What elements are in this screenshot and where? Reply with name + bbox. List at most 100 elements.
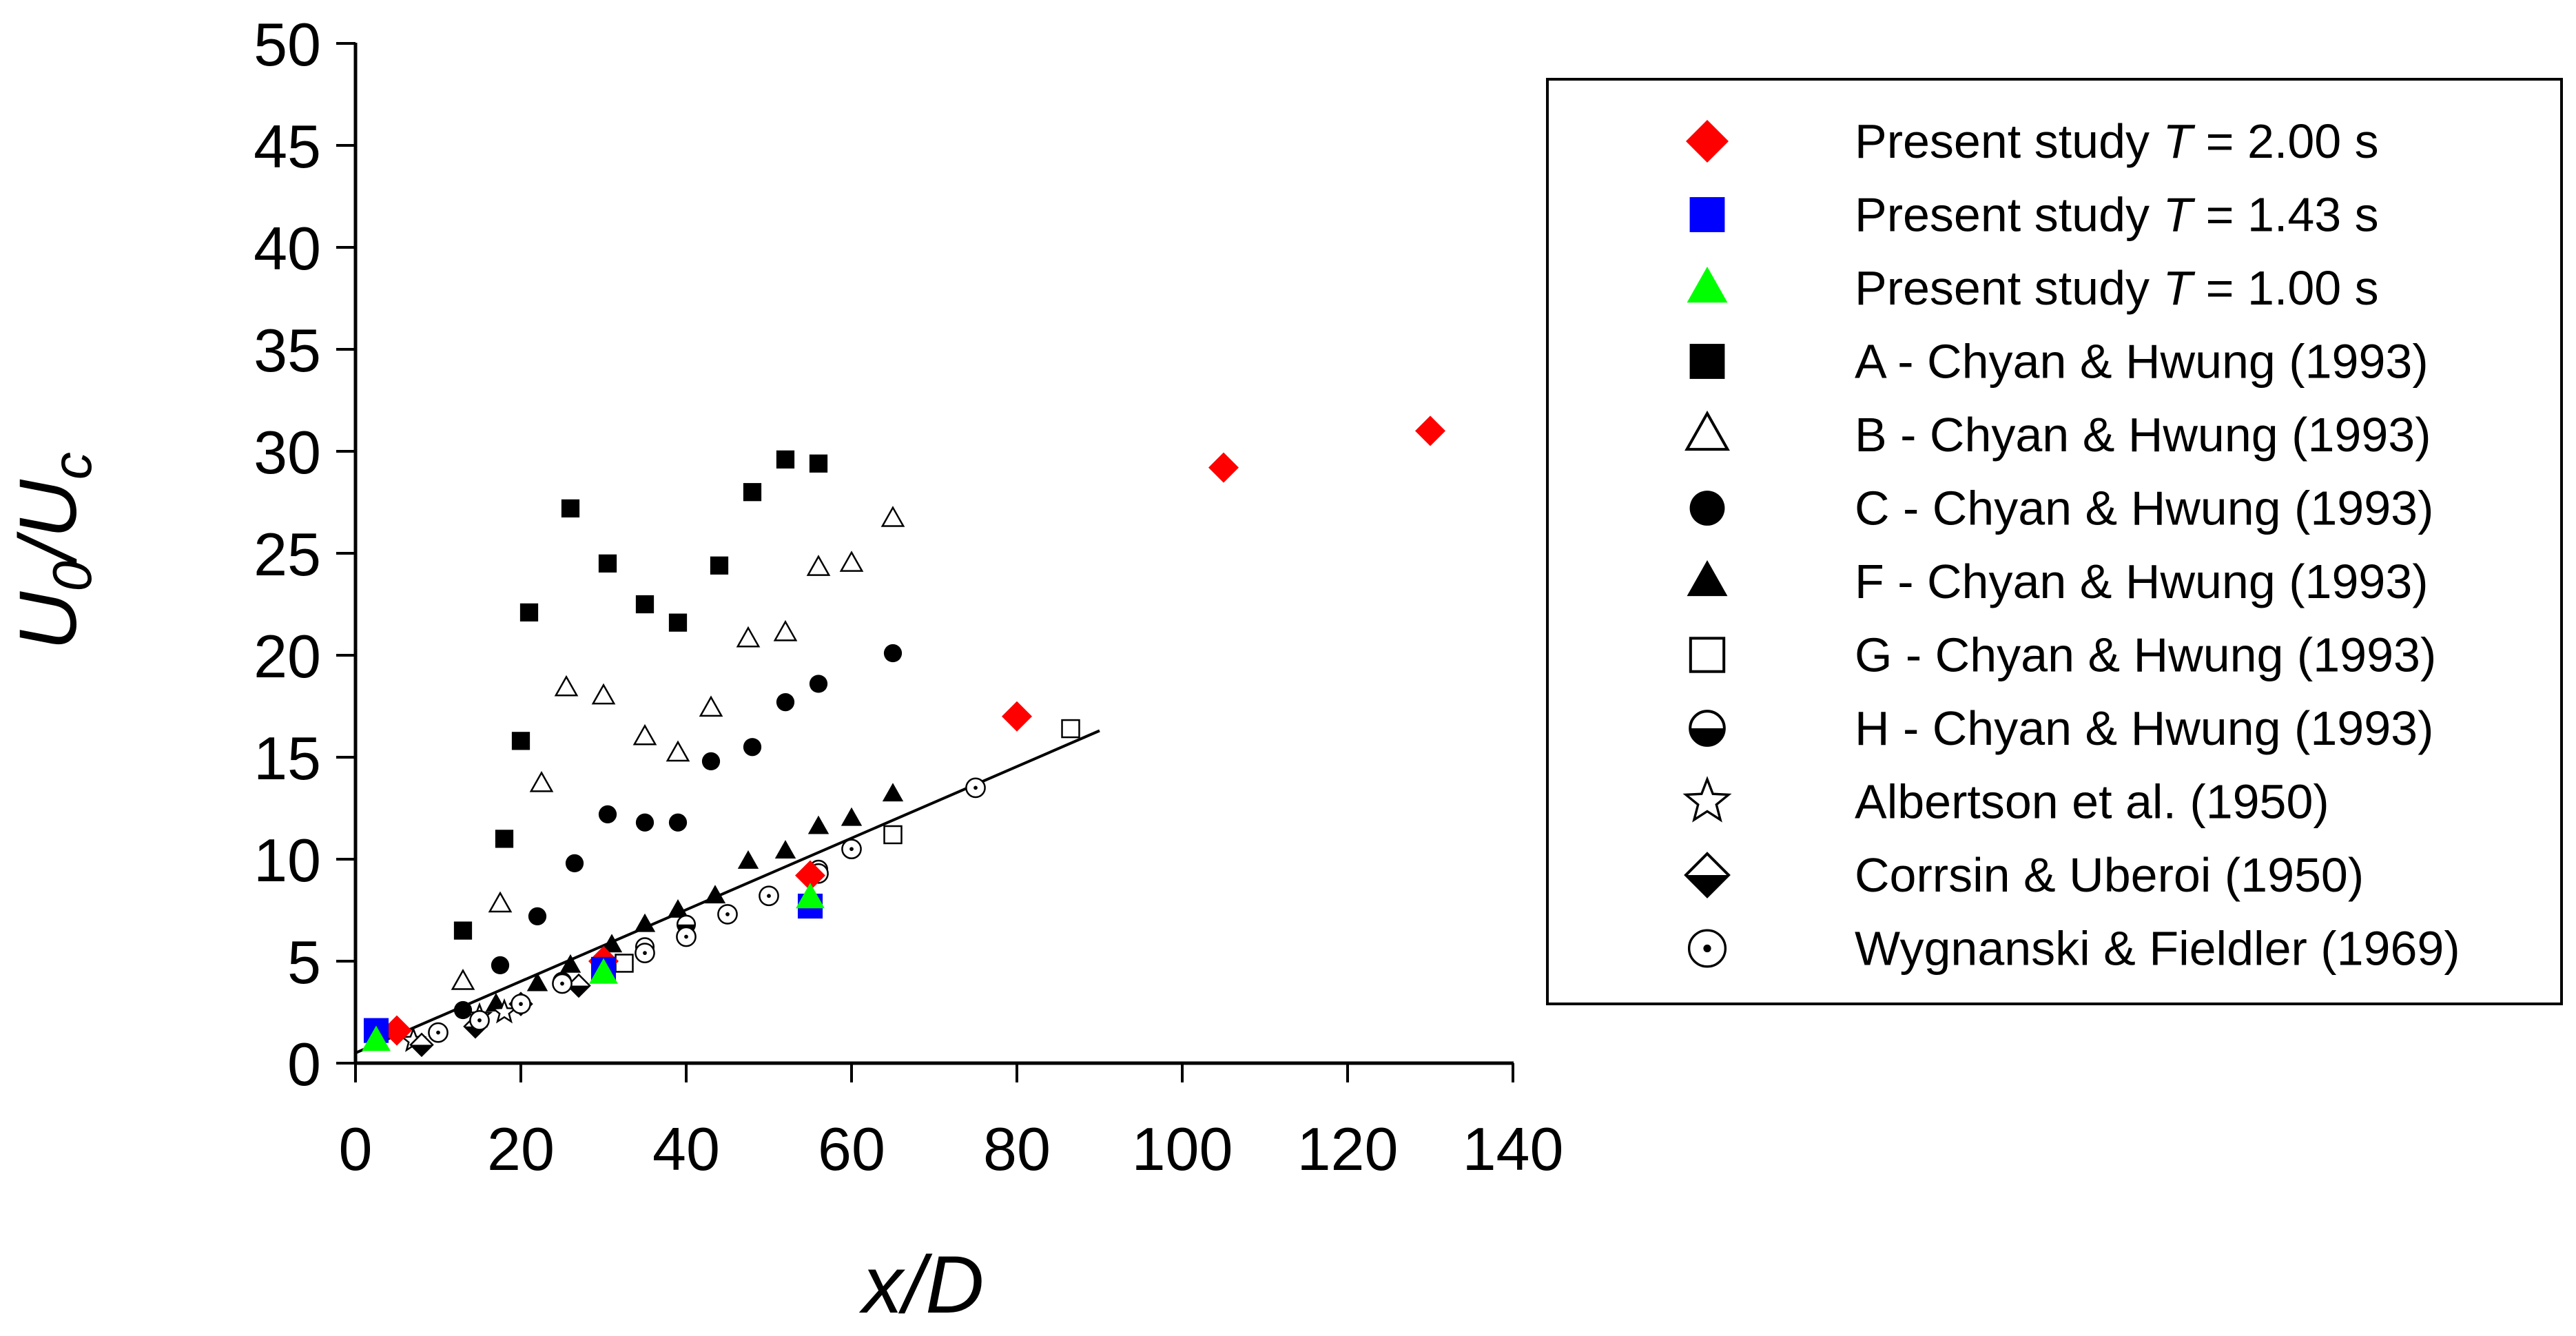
y-tick-label: 0: [287, 1030, 321, 1098]
marker-shape: [453, 921, 473, 940]
legend-entry: A - Chyan & Hwung (1993): [1689, 335, 2429, 389]
legend-marker: [1687, 929, 1727, 968]
marker-shape: [882, 783, 904, 802]
data-point: [759, 885, 779, 907]
legend-entry: Wygnanski & Fieldler (1969): [1687, 922, 2460, 976]
marker-shape: [1687, 267, 1728, 303]
marker-shape: [1686, 120, 1729, 163]
marker-shape: [632, 723, 657, 746]
data-point: [736, 626, 761, 648]
data-point: [883, 825, 903, 845]
data-point: [965, 777, 986, 799]
legend-marker: [1687, 560, 1728, 597]
marker-dot: [849, 847, 854, 852]
x-tick-label: 120: [1297, 1115, 1399, 1183]
data-point: [453, 921, 473, 940]
legend-label-var: T: [2163, 114, 2195, 168]
marker-shape: [1682, 776, 1732, 823]
data-point: [668, 813, 688, 832]
y-tick-label: 20: [254, 622, 321, 690]
marker-shape: [1061, 719, 1080, 739]
series-A: [453, 450, 828, 940]
marker-shape: [519, 603, 539, 621]
series-ps200: [382, 415, 1445, 1046]
y-tick-label: 30: [254, 418, 321, 486]
data-point: [559, 954, 581, 973]
legend-marker: [1684, 852, 1731, 898]
x-axis-label: x/D: [859, 1240, 985, 1330]
data-point: [774, 840, 796, 859]
data-point: [796, 883, 825, 909]
y-axis-label: U0/Uc: [3, 452, 103, 650]
marker-shape: [710, 556, 729, 575]
y-tick-label: 25: [254, 520, 321, 588]
marker-dot: [973, 785, 978, 790]
x-tick-label: 20: [487, 1115, 555, 1183]
data-point: [598, 554, 617, 573]
data-point: [362, 1025, 391, 1051]
data-point: [807, 815, 830, 834]
marker-dot: [477, 1018, 482, 1022]
marker-dot: [767, 894, 771, 898]
marker-shape: [451, 969, 475, 990]
y-tick-label: 45: [254, 112, 321, 181]
data-point: [704, 885, 726, 904]
data-point: [409, 1032, 434, 1058]
marker-shape: [1689, 491, 1725, 526]
marker-shape: [668, 613, 688, 632]
legend-label-prefix: Present study: [1855, 188, 2163, 242]
data-point: [699, 695, 723, 717]
data-point: [635, 595, 655, 614]
marker-shape: [668, 813, 688, 832]
marker-shape: [529, 770, 554, 792]
data-point: [841, 839, 862, 860]
marker-shape: [699, 695, 723, 717]
legend-label: Albertson et al. (1950): [1855, 775, 2329, 829]
marker-fill: [1686, 875, 1729, 896]
marker-shape: [773, 619, 798, 641]
legend-label-suffix: = 1.43 s: [2192, 188, 2378, 242]
data-point: [601, 934, 623, 953]
legend-marker: [1689, 491, 1725, 526]
legend-label: Present study T = 2.00 s: [1855, 114, 2379, 168]
marker-shape: [526, 972, 548, 991]
series-C: [453, 644, 903, 1020]
marker-shape: [776, 692, 795, 712]
data-point: [552, 973, 573, 994]
y-axis-label-main: U: [3, 591, 94, 650]
legend-entry: C - Chyan & Hwung (1993): [1689, 482, 2433, 535]
marker-shape: [809, 675, 828, 693]
data-point: [511, 732, 530, 750]
legend-label: H - Chyan & Hwung (1993): [1855, 701, 2433, 755]
legend-label-suffix: = 2.00 s: [2192, 114, 2378, 168]
data-point: [565, 854, 584, 873]
legend-marker: [1689, 344, 1725, 379]
marker-shape: [806, 555, 831, 576]
y-axis-label-slash: /U: [3, 479, 94, 566]
x-tick-label: 60: [818, 1115, 885, 1183]
marker-dot: [560, 981, 564, 986]
data-point: [839, 551, 864, 572]
marker-shape: [796, 883, 825, 909]
marker-shape: [528, 907, 547, 925]
marker-shape: [883, 825, 903, 845]
data-point: [883, 644, 903, 663]
data-point: [882, 783, 904, 802]
data-point: [635, 813, 655, 832]
marker-fill: [411, 1045, 433, 1056]
marker-shape: [1689, 197, 1725, 232]
data-point: [451, 969, 475, 990]
data-point: [776, 692, 795, 712]
data-point: [469, 1009, 490, 1031]
legend-entry: Present study T = 1.43 s: [1689, 188, 2379, 242]
marker-dot: [519, 1002, 523, 1007]
data-points: [362, 415, 1445, 1058]
marker-dot: [436, 1030, 440, 1035]
data-point: [526, 972, 548, 991]
legend-label-var: T: [2163, 261, 2195, 315]
marker-shape: [841, 807, 863, 826]
data-point: [561, 499, 580, 517]
marker-shape: [635, 595, 655, 614]
data-point: [491, 956, 510, 975]
